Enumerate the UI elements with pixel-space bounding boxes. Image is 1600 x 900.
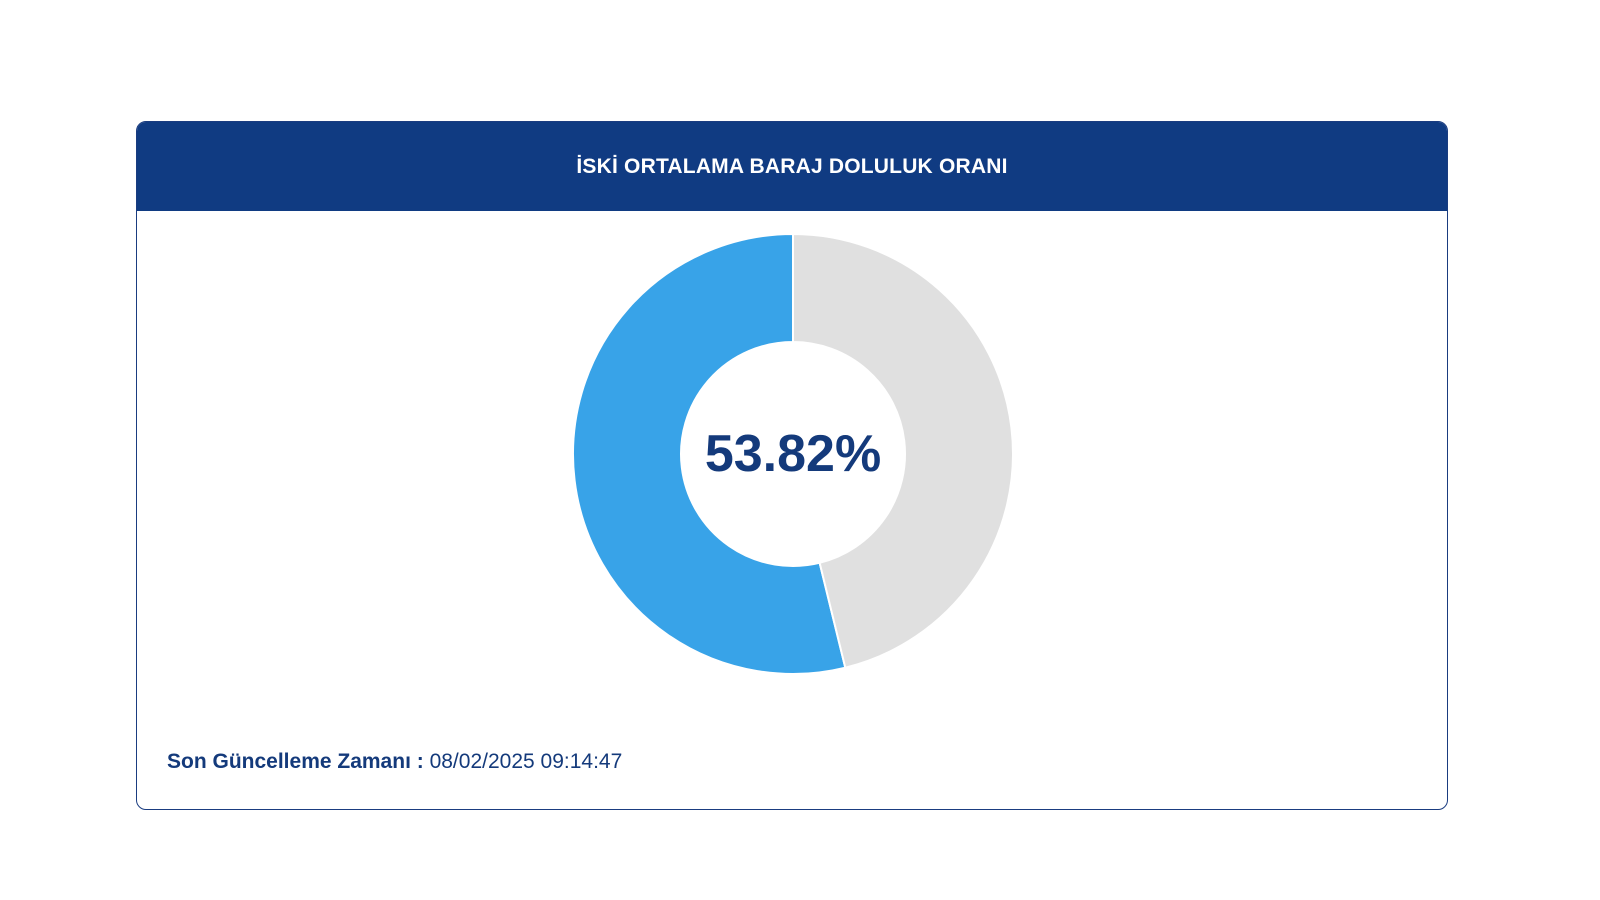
donut-chart-svg [572,233,1014,675]
last-update: Son Güncelleme Zamanı : 08/02/2025 09:14… [167,750,622,774]
card-title: İSKİ ORTALAMA BARAJ DOLULUK ORANI [576,154,1008,178]
donut-slice-filled [572,233,847,675]
card-header: İSKİ ORTALAMA BARAJ DOLULUK ORANI [137,122,1447,211]
last-update-label: Son Güncelleme Zamanı [167,750,411,773]
last-update-separator: : [410,750,430,773]
center-percentage: 53.82% [704,425,882,483]
donut-chart: 53.82% [572,233,1014,675]
last-update-timestamp: 08/02/2025 09:14:47 [429,750,623,773]
dam-occupancy-card: İSKİ ORTALAMA BARAJ DOLULUK ORANI 53.82%… [136,121,1448,810]
donut-slice-empty [792,233,1014,669]
